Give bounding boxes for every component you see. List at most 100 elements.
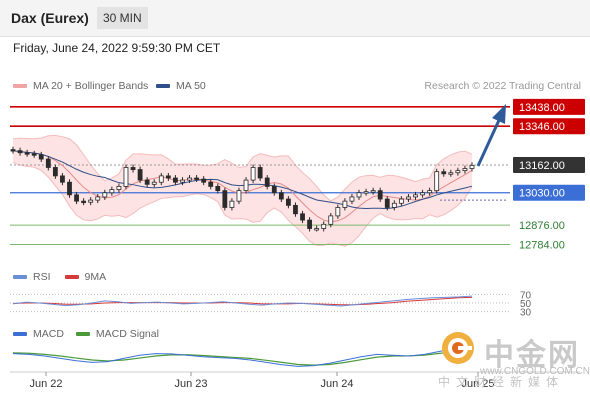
rsi-level-label: 30 xyxy=(520,308,532,319)
legend-rsi: RSI 9MA xyxy=(13,271,106,283)
level-label-12784.00: 12784.00 xyxy=(519,240,565,252)
candle-body xyxy=(328,215,334,225)
candle-body xyxy=(31,153,37,156)
candle-body xyxy=(45,158,51,168)
candle-body xyxy=(413,194,418,198)
rsi-swatch xyxy=(13,275,27,279)
candle-body xyxy=(335,207,341,217)
candle-body xyxy=(293,204,298,215)
macd-line xyxy=(12,345,473,367)
macd-signal-swatch xyxy=(75,332,90,336)
candle-body xyxy=(116,186,122,190)
candle-body xyxy=(377,190,383,200)
candle-body xyxy=(222,190,228,208)
candle-body xyxy=(420,192,425,196)
candle-body xyxy=(88,199,94,203)
rsi-ma-swatch xyxy=(64,275,79,279)
rsi-ma-line xyxy=(12,296,473,306)
candle-body xyxy=(257,167,263,179)
watermark-brand: 中金网 xyxy=(484,338,580,373)
candle-body xyxy=(38,154,44,160)
candle-body xyxy=(165,175,171,179)
x-tick-label: Jun 25 xyxy=(461,378,494,390)
candle-body xyxy=(208,181,214,187)
candle-body xyxy=(201,178,207,183)
candle-body xyxy=(434,171,440,192)
rsi-level-label: 50 xyxy=(520,299,532,310)
candle-body xyxy=(130,167,136,170)
research-credit: Research © 2022 Trading Central xyxy=(424,80,581,92)
rsi-label: RSI xyxy=(33,271,51,283)
candle-body xyxy=(60,175,65,183)
candle-body xyxy=(321,223,327,229)
bollinger-band xyxy=(13,135,472,247)
ma50-label: MA 50 xyxy=(176,80,206,92)
bollinger-lower xyxy=(12,161,473,247)
level-label-13162.00: 13162.00 xyxy=(519,160,565,172)
candle-body xyxy=(300,213,305,221)
level-box-13162.00 xyxy=(513,156,585,173)
legend-ma20: MA 20 + Bollinger Bands xyxy=(13,80,148,92)
forecast-arrow-shaft xyxy=(476,117,502,167)
candle-body xyxy=(342,200,348,208)
ma20-swatch xyxy=(13,84,27,88)
candle-body xyxy=(250,167,256,181)
instrument-title: Dax (Eurex) xyxy=(11,10,89,26)
rsi-ma-label: 9MA xyxy=(84,271,107,283)
candle-body xyxy=(469,164,475,169)
candle-body xyxy=(102,192,108,198)
watermark-subtitle: 中文财经新媒体 xyxy=(438,375,565,389)
candle-body xyxy=(391,202,397,208)
legend-macd: MACD MACD Signal xyxy=(13,328,159,340)
candle-body xyxy=(109,189,115,194)
rsi-level-label: 70 xyxy=(520,290,532,301)
watermark-url: www.CNGOLD.COM.CN xyxy=(480,366,590,377)
candle-body xyxy=(24,152,30,155)
candle-body xyxy=(363,191,369,194)
candle-body xyxy=(151,181,157,185)
candle-body xyxy=(52,167,58,177)
candle-body xyxy=(67,181,72,196)
level-box-13346.00 xyxy=(513,118,585,135)
timeframe-button[interactable]: 30 MIN xyxy=(97,7,148,29)
candle-body xyxy=(215,186,221,192)
macd-signal-line xyxy=(12,347,473,366)
candle-body xyxy=(243,179,249,192)
forecast-arrow-head xyxy=(492,104,506,124)
x-tick-label: Jun 22 xyxy=(29,378,62,390)
candle-body xyxy=(158,175,164,183)
level-label-13438.00: 13438.00 xyxy=(519,102,565,114)
candle-body xyxy=(137,169,143,181)
level-box-13030.00 xyxy=(513,184,585,201)
candle-body xyxy=(356,192,362,198)
candle-body xyxy=(370,190,376,193)
candle-body xyxy=(236,190,242,202)
candle-body xyxy=(406,196,411,200)
candle-body xyxy=(173,177,178,183)
candle-body xyxy=(455,170,461,174)
timestamp: Friday, June 24, 2022 9:59:30 PM CET xyxy=(13,41,221,55)
candle-body xyxy=(187,177,192,181)
candle-body xyxy=(17,150,23,154)
ma20-label: MA 20 + Bollinger Bands xyxy=(33,80,149,92)
candle-body xyxy=(95,196,101,201)
candle-body xyxy=(81,200,87,204)
candle-body xyxy=(264,177,270,187)
candle-body xyxy=(271,186,277,194)
macd-swatch xyxy=(13,332,27,336)
candle-body xyxy=(278,192,284,200)
watermark: 中金网 www.CNGOLD.COM.CN 中文财经新媒体 xyxy=(438,330,590,400)
x-tick-label: Jun 23 xyxy=(174,378,207,390)
candle-body xyxy=(123,167,129,187)
ma20-line xyxy=(12,150,473,223)
candle-body xyxy=(180,179,185,183)
candle-body xyxy=(314,228,320,231)
candle-body xyxy=(462,168,468,172)
level-label-12876.00: 12876.00 xyxy=(519,220,565,232)
x-tick-label: Jun 24 xyxy=(320,378,353,390)
candle-body xyxy=(194,177,200,180)
candle-body xyxy=(10,149,16,152)
level-label-13030.00: 13030.00 xyxy=(519,188,565,200)
candle-body xyxy=(144,179,150,185)
